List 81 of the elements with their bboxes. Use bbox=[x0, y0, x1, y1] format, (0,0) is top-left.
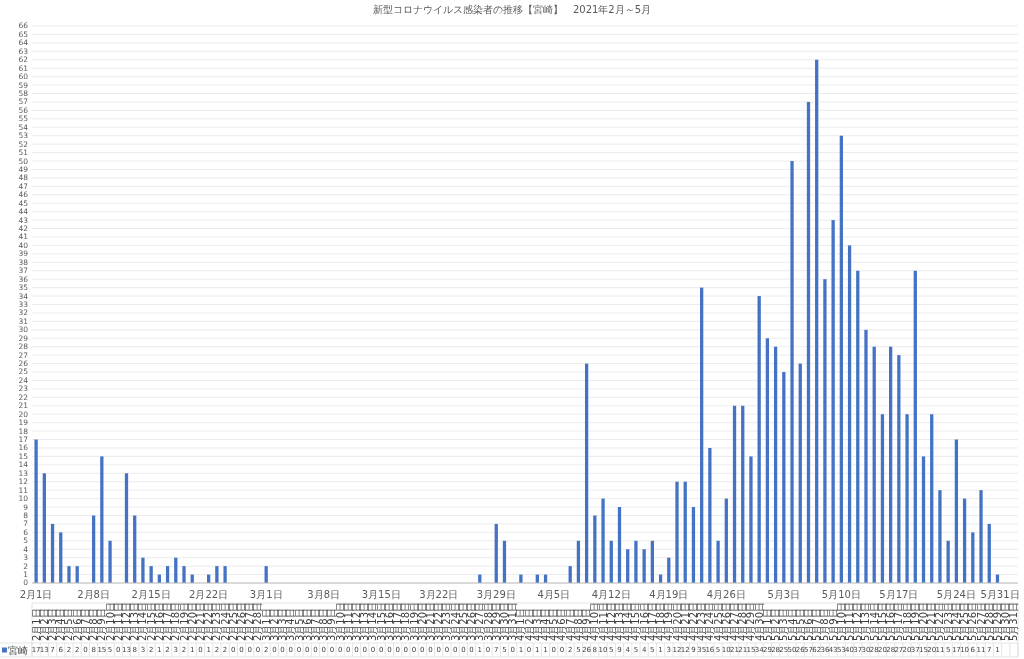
category-label: 5月24日 bbox=[936, 589, 976, 601]
bar bbox=[913, 270, 917, 583]
category-label: 5月3日 bbox=[767, 589, 801, 601]
category-label: 4月12日 bbox=[591, 589, 631, 601]
bar bbox=[938, 490, 942, 583]
bar bbox=[50, 523, 55, 583]
bar bbox=[732, 405, 737, 583]
bar bbox=[987, 523, 991, 583]
bar bbox=[182, 566, 186, 583]
bar bbox=[675, 481, 679, 583]
bar bbox=[34, 439, 38, 583]
bar bbox=[708, 447, 712, 583]
bar bbox=[617, 507, 622, 583]
bar bbox=[839, 135, 843, 583]
bar bbox=[880, 414, 885, 583]
bar bbox=[108, 540, 112, 583]
bar bbox=[67, 566, 71, 583]
bar bbox=[741, 405, 745, 583]
category-label: 4月5日 bbox=[537, 589, 571, 601]
category-label: 3月22日 bbox=[419, 589, 459, 601]
category-label: 2月1日 bbox=[19, 589, 53, 601]
bar bbox=[716, 540, 720, 583]
bar bbox=[954, 439, 959, 583]
category-label: 4月26日 bbox=[706, 589, 746, 601]
category-label: 4月19日 bbox=[649, 589, 689, 601]
bar bbox=[494, 523, 498, 583]
category-label: 3月29日 bbox=[476, 589, 516, 601]
bar bbox=[782, 372, 786, 583]
bar bbox=[691, 507, 696, 583]
bar bbox=[223, 566, 227, 583]
bar bbox=[749, 456, 753, 583]
bar bbox=[133, 515, 137, 583]
bar bbox=[141, 557, 145, 583]
bar bbox=[700, 287, 704, 583]
bar bbox=[823, 279, 827, 583]
bar bbox=[847, 245, 852, 583]
bar bbox=[59, 532, 63, 583]
bar bbox=[601, 498, 605, 583]
bar bbox=[724, 498, 728, 583]
bar bbox=[124, 473, 129, 583]
bar bbox=[91, 515, 96, 583]
category-label: 5月31日 bbox=[980, 589, 1020, 601]
bar bbox=[149, 566, 153, 583]
category-label: 3月8日 bbox=[307, 589, 341, 601]
bar bbox=[905, 414, 909, 583]
legend-label: 宮崎 bbox=[8, 644, 28, 656]
bar bbox=[831, 220, 835, 583]
bar bbox=[683, 481, 687, 583]
bar bbox=[889, 346, 893, 583]
bar bbox=[765, 338, 770, 583]
category-label: 3月1日 bbox=[249, 589, 283, 601]
bar bbox=[757, 296, 761, 583]
category-label: 5月10日 bbox=[821, 589, 861, 601]
bar bbox=[42, 473, 46, 583]
bar bbox=[897, 355, 901, 583]
bar bbox=[790, 161, 794, 583]
bar bbox=[642, 549, 646, 583]
bar bbox=[872, 346, 876, 583]
category-label: 2月22日 bbox=[189, 589, 229, 601]
bar bbox=[593, 515, 597, 583]
bar bbox=[864, 329, 868, 583]
bar bbox=[100, 456, 104, 583]
bar bbox=[806, 101, 811, 583]
bar bbox=[930, 414, 934, 583]
category-label: 5月17日 bbox=[879, 589, 919, 601]
bar bbox=[921, 456, 926, 583]
bar bbox=[634, 540, 638, 583]
bar bbox=[962, 498, 967, 583]
bar bbox=[979, 490, 983, 583]
bar bbox=[519, 574, 523, 583]
bar bbox=[798, 363, 802, 583]
category-label: 2月8日 bbox=[77, 589, 110, 601]
category-label: 2月15日 bbox=[131, 589, 171, 601]
bar bbox=[584, 363, 589, 583]
bar bbox=[215, 566, 219, 583]
bar bbox=[815, 59, 819, 583]
bar bbox=[856, 270, 860, 583]
chart-title: 新型コロナウイルス感染者の推移【宮崎】 2021年2月～5月 bbox=[372, 4, 652, 15]
bar bbox=[971, 532, 975, 583]
category-label: 3月15日 bbox=[361, 589, 401, 601]
bar bbox=[773, 346, 778, 583]
